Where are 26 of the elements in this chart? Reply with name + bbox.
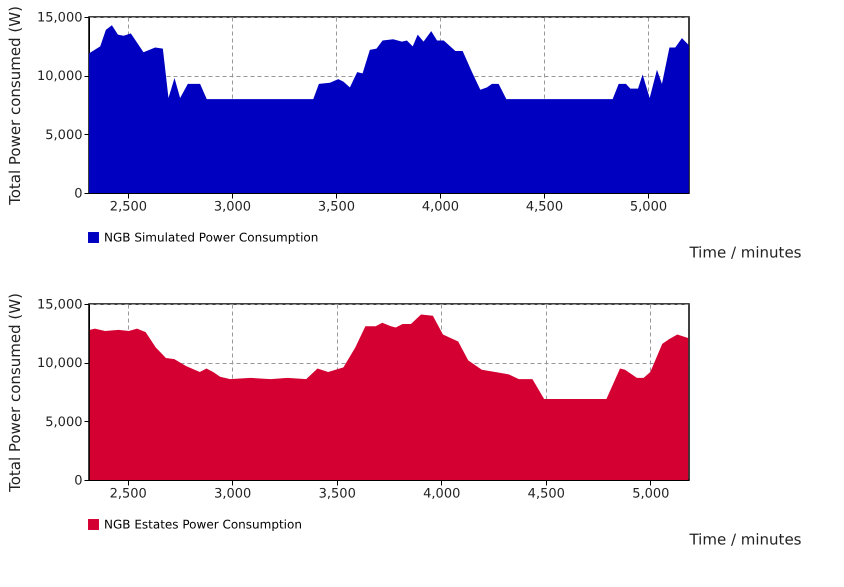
x-tick-label: 4,000 — [423, 486, 460, 502]
x-tick-label: 4,500 — [528, 486, 565, 502]
y-tick-label: 0 — [74, 474, 82, 488]
legend-label: NGB Simulated Power Consumption — [104, 230, 318, 244]
x-tick-label: 3,000 — [214, 486, 252, 502]
legend-label: NGB Estates Power Consumption — [104, 518, 302, 532]
x-axis-title: Time / minutes — [688, 244, 802, 262]
x-tick-label: 4,500 — [526, 200, 564, 214]
y-tick-label: 5,000 — [45, 414, 82, 430]
x-tick-label: 5,000 — [630, 200, 668, 214]
y-axis-title: Total Power consumed (W) — [6, 293, 24, 493]
x-tick-label: 4,000 — [422, 200, 460, 214]
x-tick-label: 2,500 — [110, 200, 148, 214]
x-tick-label: 5,000 — [632, 486, 670, 502]
x-tick-label: 3,500 — [318, 200, 356, 214]
x-tick-label: 2,500 — [110, 486, 147, 502]
y-tick-label: 10,000 — [37, 69, 82, 84]
y-tick-label: 0 — [74, 186, 82, 202]
y-tick-label: 15,000 — [37, 10, 82, 26]
x-tick-label: 3,000 — [214, 200, 252, 214]
y-tick-label: 10,000 — [37, 356, 82, 372]
y-tick-label: 15,000 — [37, 298, 82, 312]
y-axis-title: Total Power consumed (W) — [6, 6, 24, 206]
x-axis-title: Time / minutes — [688, 530, 802, 548]
x-tick-label: 3,500 — [318, 486, 356, 502]
y-tick-label: 5,000 — [45, 128, 82, 143]
